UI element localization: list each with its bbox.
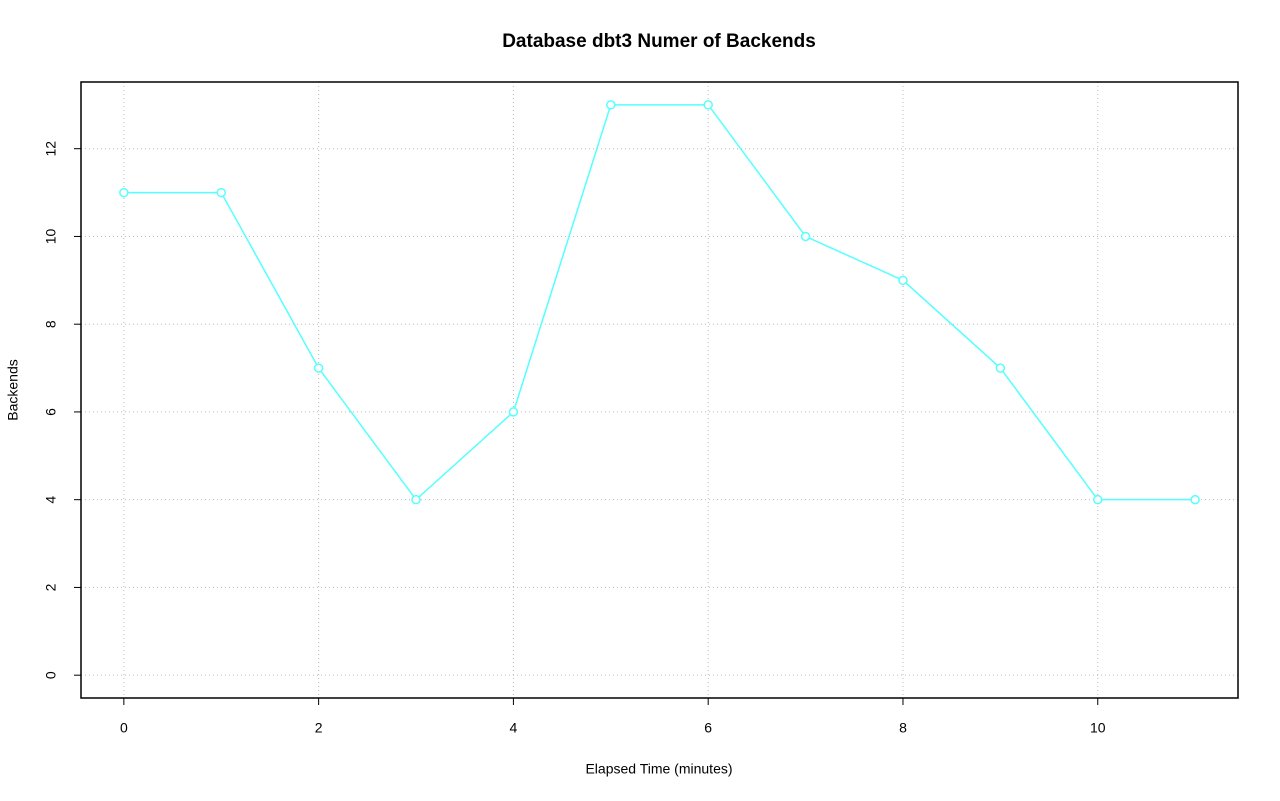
y-tick-label: 10 — [43, 228, 59, 244]
x-tick-label: 4 — [510, 720, 518, 736]
data-point — [1093, 494, 1103, 505]
y-tick-label: 0 — [43, 671, 59, 679]
plot-frame — [80, 81, 1239, 699]
data-point — [606, 100, 616, 110]
series-line — [123, 104, 1196, 501]
y-tick-label: 8 — [43, 320, 59, 328]
x-tick-label: 6 — [704, 720, 712, 736]
data-point — [995, 363, 1006, 373]
data-point — [800, 231, 811, 242]
data-point — [313, 363, 324, 373]
y-tick-label: 4 — [43, 496, 59, 504]
x-axis-label: Elapsed Time (minutes) — [585, 761, 732, 777]
x-tick-label: 8 — [899, 720, 907, 736]
y-tick-label: 12 — [43, 141, 59, 157]
x-tick-label: 0 — [120, 720, 128, 736]
x-tick-label: 2 — [315, 720, 323, 736]
data-point — [703, 100, 713, 110]
data-point — [411, 494, 421, 505]
y-axis-label: Backends — [5, 359, 21, 420]
data-point — [216, 187, 226, 198]
y-tick-label: 2 — [43, 583, 59, 591]
data-point — [119, 187, 129, 198]
y-tick-label: 6 — [43, 408, 59, 416]
data-point — [1190, 494, 1200, 505]
x-tick-label: 10 — [1090, 720, 1106, 736]
chart-title: Database dbt3 Numer of Backends — [502, 31, 816, 52]
data-point — [508, 407, 519, 417]
data-point — [898, 275, 908, 286]
